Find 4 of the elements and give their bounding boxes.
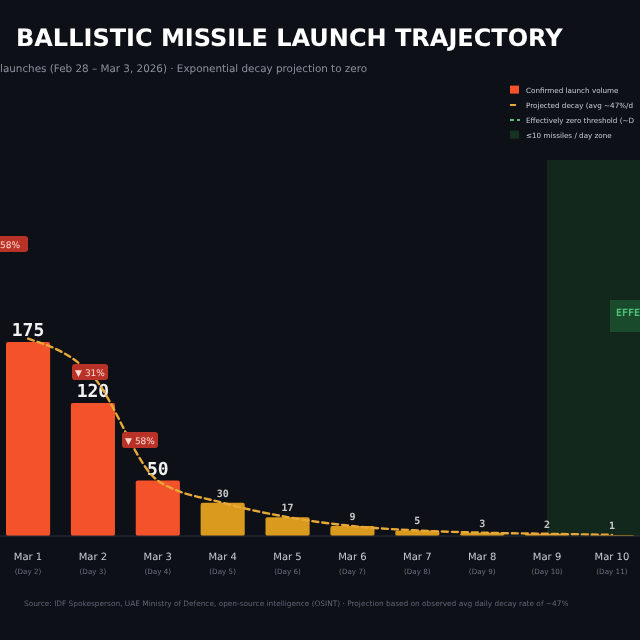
data-label: 175 xyxy=(11,322,45,342)
data-label: 50 xyxy=(146,460,169,481)
chart-title: BALLISTIC MISSILE LAUNCH TRAJECTORY xyxy=(16,24,564,52)
data-label: 120 xyxy=(76,382,110,403)
